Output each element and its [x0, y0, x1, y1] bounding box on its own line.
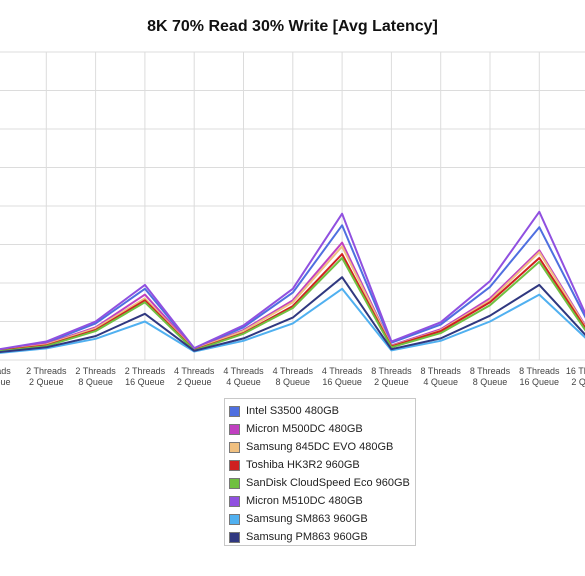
x-tick-label: 2 Threads — [125, 366, 166, 376]
series-line-3 — [0, 253, 585, 352]
legend-label: Micron M500DC 480GB — [246, 423, 363, 435]
x-tick-label: 8 Threads — [371, 366, 412, 376]
x-tick-label: 4 Queue — [226, 377, 261, 387]
x-tick-label: 16 Queue — [520, 377, 560, 387]
legend-swatch — [229, 405, 240, 417]
x-tick-label: hreads — [0, 366, 11, 376]
legend-item: Toshiba HK3R2 960GB — [229, 456, 415, 474]
x-tick-label: 16 Queue — [125, 377, 165, 387]
legend-item: Samsung PM863 960GB — [229, 528, 415, 546]
series-line-4 — [0, 257, 585, 353]
x-tick-label: 4 Threads — [273, 366, 314, 376]
legend-label: SanDisk CloudSpeed Eco 960GB — [246, 477, 410, 489]
x-tick-label: 4 Threads — [174, 366, 215, 376]
series-line-6 — [0, 287, 585, 354]
legend-swatch — [229, 495, 240, 507]
chart-title: 8K 70% Read 30% Write [Avg Latency] — [147, 18, 438, 35]
x-tick-label: 4 Threads — [322, 366, 363, 376]
legend-swatch — [229, 477, 240, 489]
legend-label: Intel S3500 480GB — [246, 405, 339, 417]
x-tick-label: Queue — [0, 377, 11, 387]
legend-label: Samsung PM863 960GB — [246, 531, 368, 543]
legend-item: Samsung SM863 960GB — [229, 510, 415, 528]
series-line-0 — [0, 224, 585, 351]
series-lines — [0, 210, 585, 354]
gridlines — [0, 51, 585, 361]
x-tick-label: 16 Queue — [322, 377, 362, 387]
legend-swatch — [229, 459, 240, 471]
legend-swatch — [229, 423, 240, 435]
x-tick-label: 8 Queue — [78, 377, 113, 387]
series-line-1 — [0, 241, 585, 351]
x-tick-label: 16 Threads — [566, 366, 585, 376]
x-tick-label: 2 Threads — [26, 366, 67, 376]
x-tick-label: 2 Queue — [29, 377, 64, 387]
legend-item: Micron M500DC 480GB — [229, 420, 415, 438]
x-tick-label: 8 Threads — [519, 366, 560, 376]
legend-label: Toshiba HK3R2 960GB — [246, 459, 360, 471]
legend-item: Intel S3500 480GB — [229, 402, 415, 420]
legend-item: Micron M510DC 480GB — [229, 492, 415, 510]
legend-swatch — [229, 531, 240, 543]
legend-label: Micron M510DC 480GB — [246, 495, 363, 507]
x-tick-label: 2 Queue — [177, 377, 212, 387]
x-tick-label: 4 Threads — [223, 366, 264, 376]
legend-swatch — [229, 513, 240, 525]
x-tick-label: 8 Queue — [276, 377, 311, 387]
x-tick-label: 8 Threads — [421, 366, 462, 376]
series-line-2 — [0, 245, 585, 352]
x-tick-label: 8 Threads — [470, 366, 511, 376]
legend-item: SanDisk CloudSpeed Eco 960GB — [229, 474, 415, 492]
x-tick-label: 4 Queue — [423, 377, 458, 387]
x-tick-label: 2 Queue — [571, 377, 585, 387]
legend-item: Samsung 845DC EVO 480GB — [229, 438, 415, 456]
legend-label: Samsung 845DC EVO 480GB — [246, 441, 394, 453]
series-line-7 — [0, 276, 585, 354]
x-tick-label: 2 Threads — [75, 366, 116, 376]
x-tick-label: 2 Queue — [374, 377, 409, 387]
legend: Intel S3500 480GB Micron M500DC 480GB Sams… — [224, 398, 416, 546]
x-tick-label: 8 Queue — [473, 377, 508, 387]
series-line-5 — [0, 210, 585, 351]
legend-swatch — [229, 441, 240, 453]
legend-label: Samsung SM863 960GB — [246, 513, 368, 525]
